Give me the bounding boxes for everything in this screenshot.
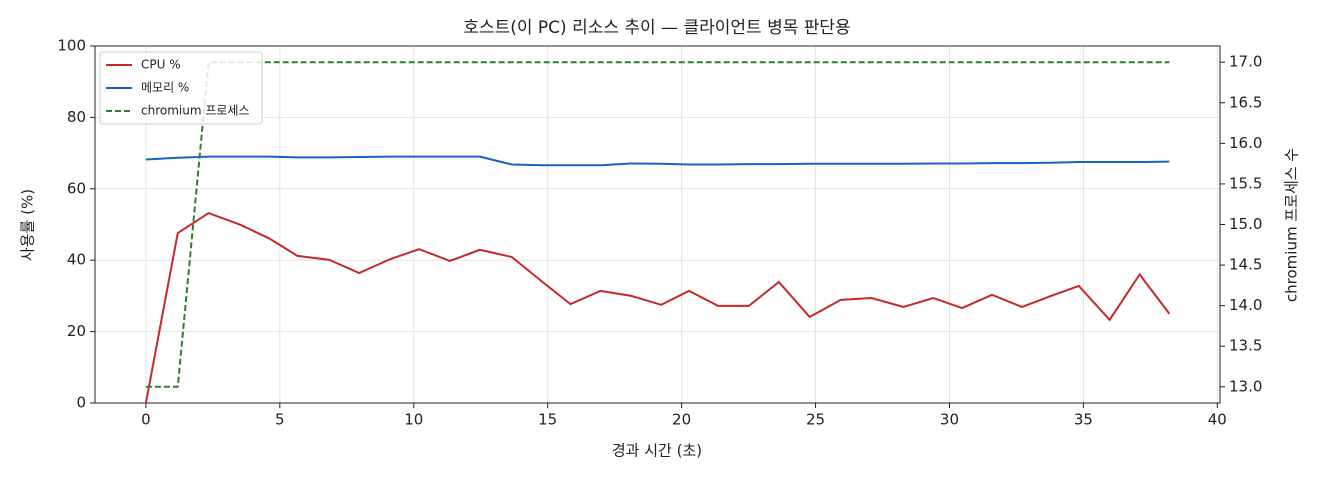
data-line [145,155,1170,167]
x-tick-label: 20 [672,411,691,429]
x-tick-label: 5 [275,411,285,429]
y2-tick-label: 16.0 [1229,134,1262,152]
y2-axis-label: chromium 프로세스 수 [1283,148,1301,302]
x-tick-label: 35 [1074,411,1093,429]
y2-tick-label: 13.5 [1229,337,1262,355]
legend-label: chromium 프로세스 [141,104,250,118]
legend-label: CPU % [141,58,181,72]
y2-tick-label: 14.5 [1229,256,1262,274]
x-axis-label: 경과 시간 (초) [612,442,702,460]
legend-box [99,51,263,125]
y-axis-label: 사용률 (%) [19,189,37,261]
legend: CPU % 메모리 % chromium 프로세스 [99,51,263,125]
x-tick-label: 15 [538,411,557,429]
y2-tick-label: 17.0 [1229,53,1262,71]
x-tick-label: 25 [806,411,825,429]
plot-frame [94,45,1221,404]
y-tick-label: 0 [76,394,86,412]
y2-tick-label: 16.5 [1229,93,1262,111]
y-tick-label: 80 [67,108,86,126]
y-tick-label: 100 [57,37,86,55]
y2-tick-label: 15.0 [1229,215,1262,233]
x-tick-label: 30 [940,411,959,429]
x-tick-label: 10 [404,411,423,429]
data-line [145,61,1170,388]
legend-label: 메모리 % [141,81,189,95]
chart-title: 호스트(이 PC) 리소스 추이 — 클라이언트 병목 판단용 [463,18,850,38]
x-tick-label: 40 [1208,411,1227,429]
y2-tick-label: 13.0 [1229,377,1262,395]
y-tick-label: 40 [67,251,86,269]
data-line [144,211,1171,404]
y-tick-label: 60 [67,179,86,197]
y2-tick-label: 15.5 [1229,174,1262,192]
y2-tick-label: 14.0 [1229,296,1262,314]
x-tick-label: 0 [141,411,151,429]
y-tick-label: 20 [67,322,86,340]
